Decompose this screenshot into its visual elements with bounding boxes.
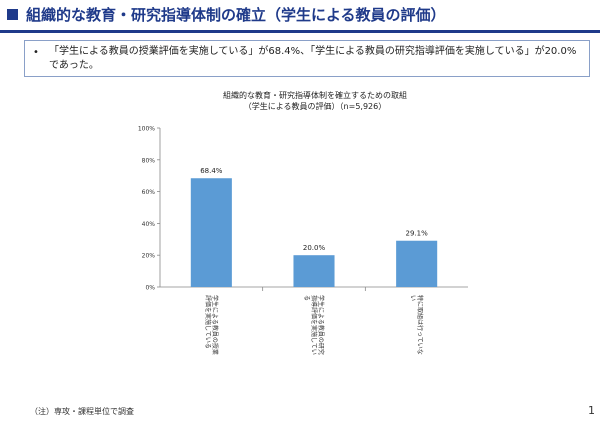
- x-category-label-line: い: [409, 295, 416, 301]
- chart-title: 組織的な教育・研究指導体制を確立するための取組: [223, 90, 407, 100]
- y-tick-label: 40%: [142, 221, 156, 228]
- bar-data-label: 20.0%: [303, 244, 326, 252]
- y-tick-label: 100%: [138, 126, 155, 133]
- y-tick-label: 80%: [142, 157, 156, 164]
- x-category-label: 学生による教員の授業評価を実施している: [204, 295, 219, 355]
- page-header: 組織的な教育・研究指導体制の確立（学生による教員の評価）: [0, 0, 600, 30]
- summary-bullet: •: [33, 47, 39, 58]
- bar-data-label: 29.1%: [406, 230, 429, 238]
- x-category-label: 学生による教員の研究指導評価を実施している: [303, 295, 325, 355]
- bar: [190, 178, 232, 287]
- page-title: 組織的な教育・研究指導体制の確立（学生による教員の評価）: [26, 6, 446, 24]
- chart-subtitle: （学生による教員の評価）（n=5,926）: [244, 101, 386, 111]
- x-category-label-line: 学生による教員の授業: [211, 295, 219, 355]
- x-category-label-line: 学生による教員の研究: [317, 295, 325, 355]
- x-category-label-line: る: [303, 295, 310, 301]
- page-number: 1: [588, 404, 595, 417]
- header-rule: [0, 30, 600, 33]
- footnote: （注）専攻・課程単位で調査: [30, 407, 134, 416]
- summary-text: 「学生による教員の授業評価を実施している」が68.4%、「学生による教員の研究指…: [49, 46, 577, 71]
- bar: [396, 240, 438, 287]
- x-category-label-line: 指導評価を実施してい: [310, 295, 318, 355]
- summary-box: • 「学生による教員の授業評価を実施している」が68.4%、「学生による教員の研…: [24, 40, 590, 77]
- title-square-marker: [7, 9, 18, 20]
- bar: [293, 255, 335, 287]
- chart-category-labels: 学生による教員の授業評価を実施している 学生による教員の研究指導評価を実施している…: [204, 295, 424, 355]
- y-tick-label: 60%: [142, 189, 156, 196]
- bar-chart: 組織的な教育・研究指導体制を確立するための取組 （学生による教員の評価）（n=5…: [138, 90, 468, 355]
- x-category-label-line: 特に取組は行っていな: [416, 295, 424, 355]
- y-tick-label: 20%: [142, 253, 156, 260]
- x-category-label-line: 評価を実施している: [204, 295, 212, 349]
- y-tick-label: 0%: [145, 285, 155, 292]
- chart-bars: 68.4% 20.0% 29.1%: [190, 167, 438, 287]
- bar-data-label: 68.4%: [200, 167, 223, 175]
